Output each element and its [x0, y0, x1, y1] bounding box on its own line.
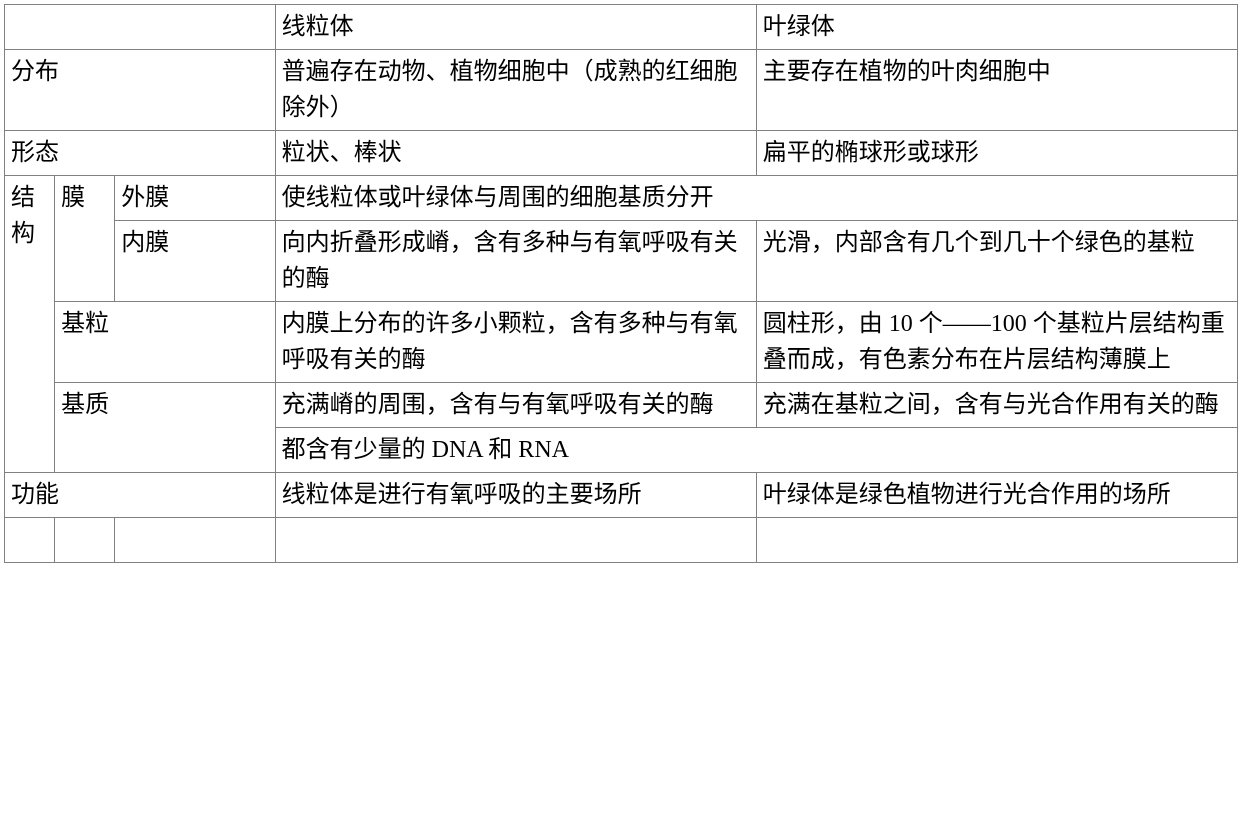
distribution-chloro: 主要存在植物的叶肉细胞中	[756, 50, 1237, 131]
distribution-label: 分布	[5, 50, 276, 131]
table-row: 基质 充满嵴的周围，含有与有氧呼吸有关的酶 充满在基粒之间，含有与光合作用有关的…	[5, 383, 1238, 428]
inner-membrane-label: 内膜	[115, 221, 275, 302]
matrix-merged: 都含有少量的 DNA 和 RNA	[275, 428, 1237, 473]
table-row: 分布 普遍存在动物、植物细胞中（成熟的红细胞除外） 主要存在植物的叶肉细胞中	[5, 50, 1238, 131]
matrix-mito: 充满嵴的周围，含有与有氧呼吸有关的酶	[275, 383, 756, 428]
membrane-label: 膜	[55, 176, 115, 302]
empty-cell	[115, 518, 275, 563]
table-row: 线粒体 叶绿体	[5, 5, 1238, 50]
table-row: 内膜 向内折叠形成嵴，含有多种与有氧呼吸有关的酶 光滑，内部含有几个到几十个绿色…	[5, 221, 1238, 302]
function-chloro: 叶绿体是绿色植物进行光合作用的场所	[756, 473, 1237, 518]
empty-cell	[275, 518, 756, 563]
header-mitochondria: 线粒体	[275, 5, 756, 50]
empty-cell	[55, 518, 115, 563]
empty-cell	[756, 518, 1237, 563]
function-mito: 线粒体是进行有氧呼吸的主要场所	[275, 473, 756, 518]
function-label: 功能	[5, 473, 276, 518]
outer-membrane-merged: 使线粒体或叶绿体与周围的细胞基质分开	[275, 176, 1237, 221]
comparison-table: 线粒体 叶绿体 分布 普遍存在动物、植物细胞中（成熟的红细胞除外） 主要存在植物…	[4, 4, 1238, 563]
table-row	[5, 518, 1238, 563]
granule-label: 基粒	[55, 302, 276, 383]
empty-cell	[5, 518, 55, 563]
header-chloroplast: 叶绿体	[756, 5, 1237, 50]
distribution-mito: 普遍存在动物、植物细胞中（成熟的红细胞除外）	[275, 50, 756, 131]
outer-membrane-label: 外膜	[115, 176, 275, 221]
table-row: 功能 线粒体是进行有氧呼吸的主要场所 叶绿体是绿色植物进行光合作用的场所	[5, 473, 1238, 518]
structure-label: 结构	[5, 176, 55, 473]
shape-label: 形态	[5, 131, 276, 176]
table-row: 结构 膜 外膜 使线粒体或叶绿体与周围的细胞基质分开	[5, 176, 1238, 221]
matrix-label: 基质	[55, 383, 276, 473]
inner-membrane-chloro: 光滑，内部含有几个到几十个绿色的基粒	[756, 221, 1237, 302]
shape-mito: 粒状、棒状	[275, 131, 756, 176]
table-row: 基粒 内膜上分布的许多小颗粒，含有多种与有氧呼吸有关的酶 圆柱形，由 10 个—…	[5, 302, 1238, 383]
matrix-chloro: 充满在基粒之间，含有与光合作用有关的酶	[756, 383, 1237, 428]
shape-chloro: 扁平的椭球形或球形	[756, 131, 1237, 176]
granule-chloro: 圆柱形，由 10 个——100 个基粒片层结构重叠而成，有色素分布在片层结构薄膜…	[756, 302, 1237, 383]
inner-membrane-mito: 向内折叠形成嵴，含有多种与有氧呼吸有关的酶	[275, 221, 756, 302]
header-blank	[5, 5, 276, 50]
granule-mito: 内膜上分布的许多小颗粒，含有多种与有氧呼吸有关的酶	[275, 302, 756, 383]
table-row: 形态 粒状、棒状 扁平的椭球形或球形	[5, 131, 1238, 176]
